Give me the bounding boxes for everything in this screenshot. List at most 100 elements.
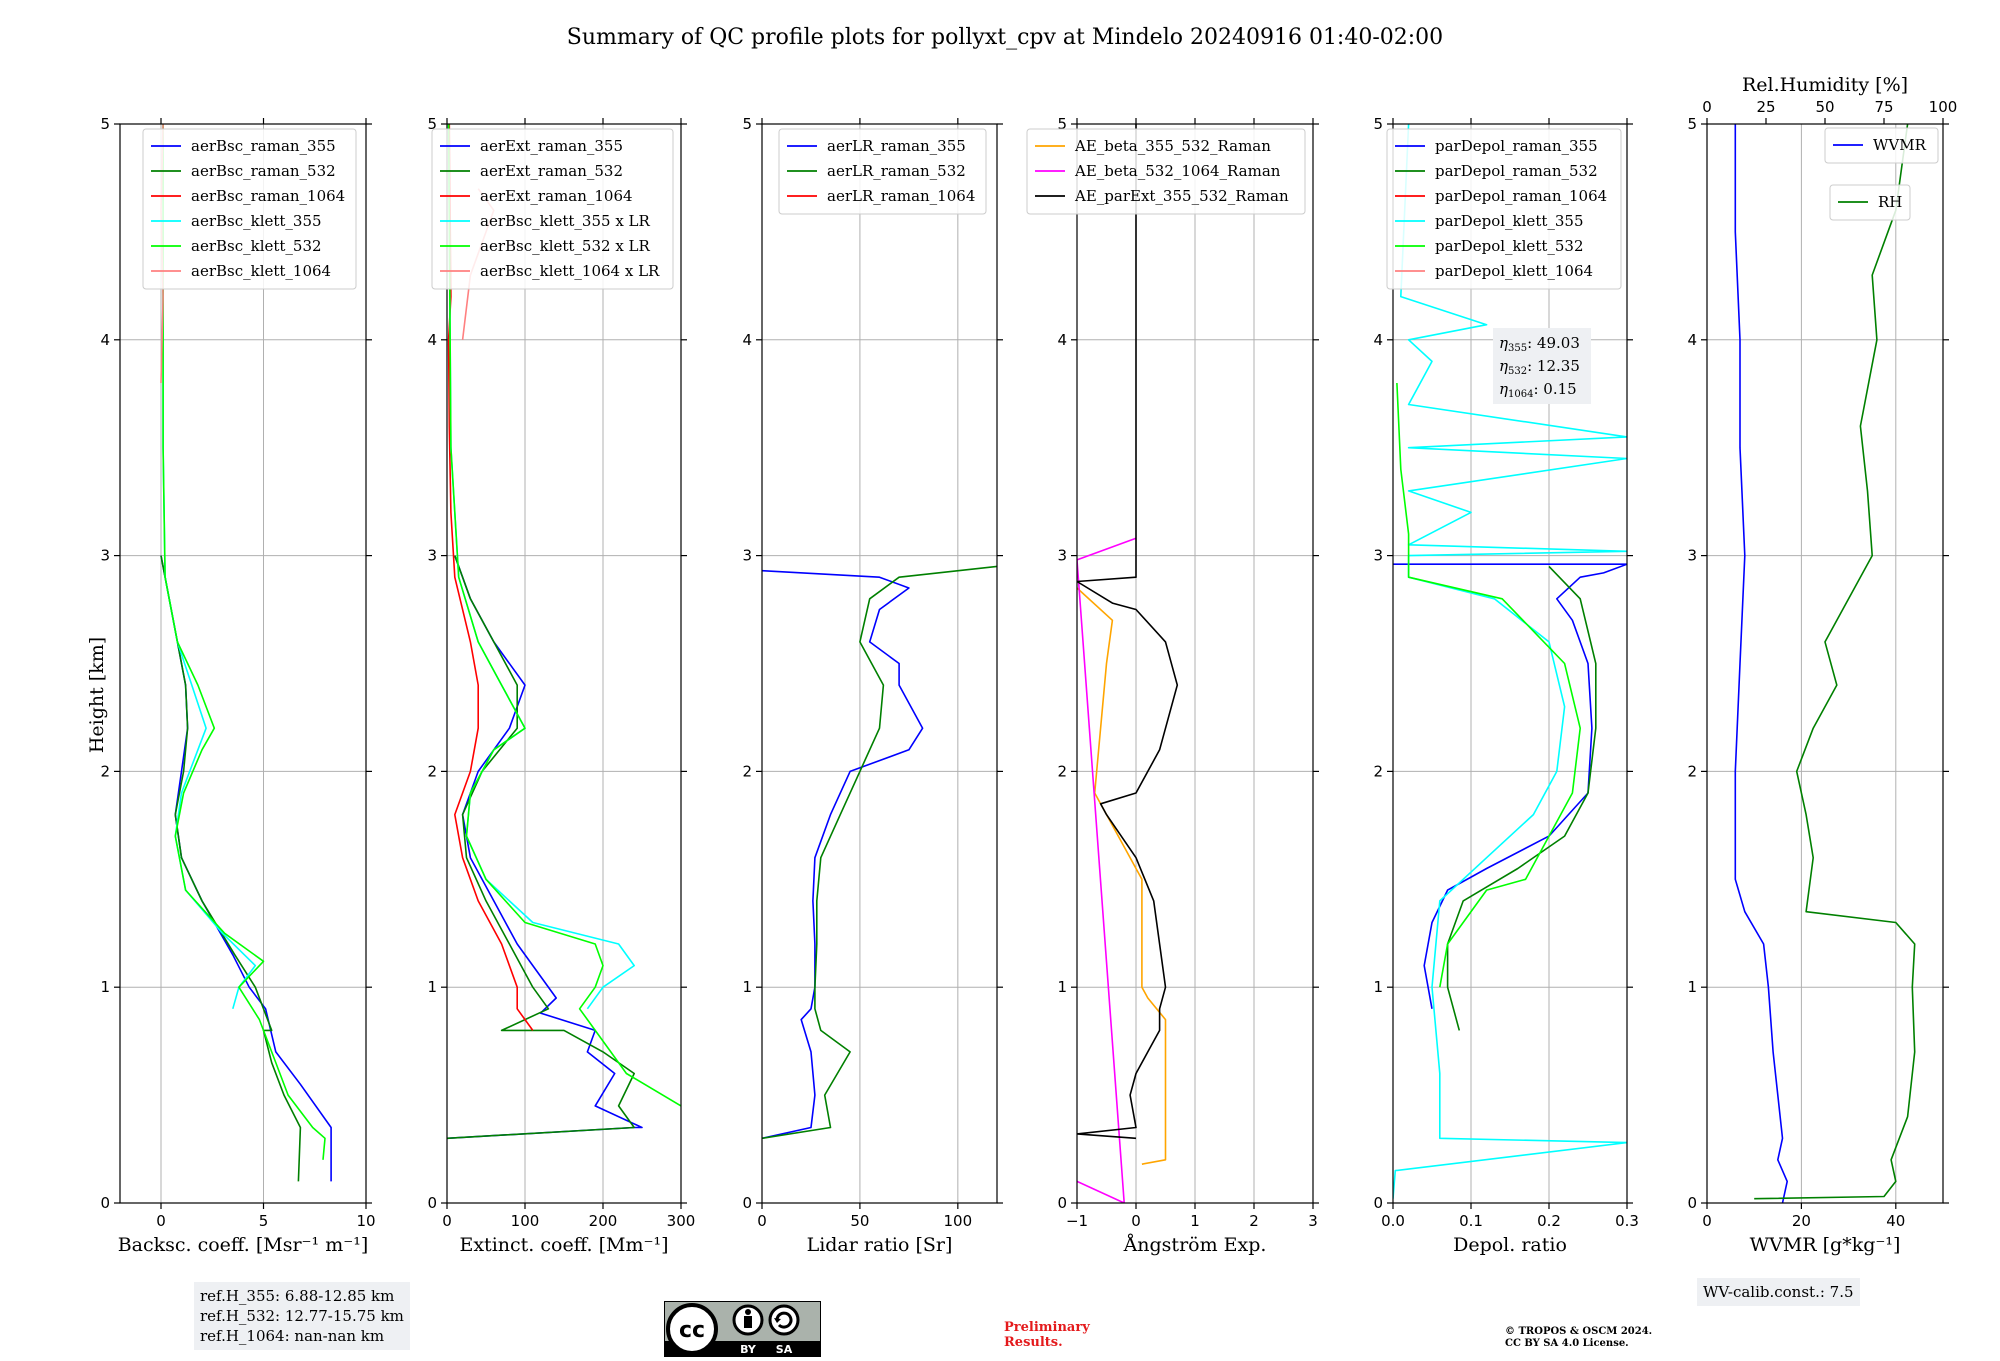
x-tick-label: 300 [667,1212,696,1230]
y-axis-label: Height [km] [86,637,108,753]
y-tick-label: 4 [427,331,437,349]
x-tick-label: 100 [944,1212,973,1230]
y-tick-label: 3 [1687,547,1697,565]
legend-entry: aerBsc_klett_1064 x LR [480,262,660,280]
legend-entry: AE_beta_355_532_Raman [1074,137,1271,155]
x-tick-label: −1 [1066,1212,1088,1230]
preliminary-results-note: Preliminary Results. [1004,1320,1090,1350]
y-tick-label: 5 [1057,115,1067,133]
series-line-aerLR_raman_532 [762,565,997,1140]
preliminary-line-1: Preliminary [1004,1320,1090,1335]
series-line-parDepol_raman_355 [1393,563,1627,1009]
legend: AE_beta_355_532_Raman AE_beta_532_1064_Ra… [1026,128,1306,215]
y-tick-label: 2 [1687,762,1697,780]
x-tick-label: 5 [259,1212,269,1230]
series-line-aerExt_raman_1064 [447,124,534,1031]
cc-by-sa-badge[interactable]: cc BY SA [663,1300,822,1358]
y-tick-label: 5 [100,115,110,133]
cc-icon: cc [666,1303,718,1355]
panel-extinction: 0 100 200 300 0 1 2 3 4 5 Extinct. coeff. [Mm⁻¹] ae… [427,115,695,1256]
y-tick-label: 4 [100,331,110,349]
legend-entry: parDepol_klett_1064 [1435,262,1593,280]
eta-1064: η1064: 0.15 [1499,380,1577,400]
x-tick-label: 0.0 [1381,1212,1405,1230]
x-axis-label: Depol. ratio [1453,1234,1567,1256]
secondary-x-tick-label: 100 [1929,98,1958,116]
x-tick-label: 1 [1190,1212,1200,1230]
legend-entry: aerExt_raman_1064 [480,187,633,205]
x-tick-label: 200 [589,1212,618,1230]
legend-entry: aerBsc_klett_355 x LR [480,212,651,230]
figure-title: Summary of QC profile plots for pollyxt_… [567,25,1443,50]
badge-sa-label: SA [776,1343,793,1356]
grid [1706,123,1943,1204]
legend-entry: aerLR_raman_532 [827,162,966,180]
ref-h-355: ref.H_355: 6.88-12.85 km [200,1287,395,1305]
legend: aerBsc_raman_355 aerBsc_raman_532 aerBsc_r… [142,128,357,290]
y-tick-label: 0 [742,1194,752,1212]
legend-entry: RH [1878,193,1902,211]
secondary-x-tick-label: 0 [1702,98,1712,116]
y-tick-label: 2 [1373,762,1383,780]
secondary-x-tick-label: 25 [1756,98,1775,116]
y-tick-label: 2 [1057,762,1067,780]
legend-entry: aerLR_raman_1064 [827,187,975,205]
y-tick-label: 1 [427,978,437,996]
y-tick-label: 0 [1373,1194,1383,1212]
y-tick-label: 2 [427,762,437,780]
grid [761,123,997,1204]
legend-entry: parDepol_raman_355 [1435,137,1598,155]
eta-355: η355: 49.03 [1499,334,1580,354]
x-tick-label: 0 [156,1212,166,1230]
legend-entry: WVMR [1873,136,1927,154]
series-line-parDepol_klett_532 [1396,382,1581,988]
series-line-WVMR [1734,124,1788,1203]
y-tick-label: 3 [100,547,110,565]
legend-entry: aerBsc_raman_1064 [191,187,345,205]
series-line-aerExt_raman_532 [447,555,636,1140]
legend-entry: parDepol_raman_532 [1435,162,1598,180]
y-tick-label: 5 [1373,115,1383,133]
series-line-aerLR_raman_355 [762,569,924,1140]
x-axis-label: Lidar ratio [Sr] [807,1234,953,1256]
legend-entry: parDepol_raman_1064 [1435,187,1607,205]
legend-entry: parDepol_klett_355 [1435,212,1584,230]
copyright-line-1: © TROPOS & OSCM 2024. [1505,1326,1653,1337]
y-tick-label: 4 [1057,331,1067,349]
series-line-aerBsc_raman_532 [160,555,302,1182]
eta-annotation: η355: 49.03 η532: 12.35 η1064: 0.15 [1493,328,1591,404]
x-tick-label: 20 [1792,1212,1811,1230]
legend: RH [1829,184,1911,221]
y-tick-label: 3 [1057,547,1067,565]
series-line-AE_beta_532_1064_Raman [1077,537,1137,1203]
y-tick-label: 3 [742,547,752,565]
share-alike-icon [768,1304,800,1336]
y-tick-label: 4 [1687,331,1697,349]
series-line-AE_beta_355_532_Raman [1077,587,1167,1165]
x-tick-label: 0 [1131,1212,1141,1230]
eta-532: η532: 12.35 [1499,357,1580,377]
legend-entry: aerBsc_klett_1064 [191,262,331,280]
legend-entry: aerBsc_raman_355 [191,137,336,155]
legend-entry: aerExt_raman_532 [480,162,623,180]
y-tick-label: 3 [427,547,437,565]
wv-calib-box: WV-calib.const.: 7.5 [1697,1278,1860,1306]
legend: parDepol_raman_355 parDepol_raman_532 parD… [1386,128,1622,290]
series-line-parDepol_raman_532 [1446,565,1597,1031]
legend-entry: aerLR_raman_355 [827,137,966,155]
ref-h-1064: ref.H_1064: nan-nan km [200,1327,385,1345]
axes-frame [1392,123,1628,1204]
series-line-aerBsc_klett_532 x LR [447,124,681,1107]
panel-depol: 0.0 0.1 0.2 0.3 0 1 2 3 4 5 Depol. ratio parDepol_r… [1373,115,1638,1256]
y-tick-label: 1 [100,978,110,996]
axes-frame [446,123,682,1204]
y-tick-label: 0 [1687,1194,1697,1212]
x-tick-label: 100 [511,1212,540,1230]
copyright-note: © TROPOS & OSCM 2024. CC BY SA 4.0 Licen… [1505,1326,1652,1350]
legend-entry: AE_beta_532_1064_Raman [1074,162,1281,180]
preliminary-line-2: Results. [1004,1335,1063,1350]
x-tick-label: 50 [850,1212,869,1230]
secondary-x-tick-label: 75 [1874,98,1893,116]
x-tick-label: 0.1 [1459,1212,1483,1230]
y-tick-label: 5 [1687,115,1697,133]
